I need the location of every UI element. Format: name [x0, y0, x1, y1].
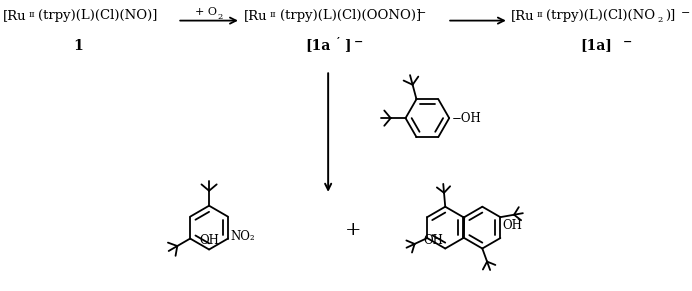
- Text: II: II: [28, 11, 35, 19]
- Text: [Ru: [Ru: [511, 9, 534, 22]
- Text: −: −: [623, 36, 632, 47]
- Text: 1: 1: [73, 38, 83, 52]
- Text: −: −: [417, 8, 426, 18]
- Text: 2: 2: [217, 13, 222, 21]
- Text: ′: ′: [337, 36, 340, 47]
- Text: (trpy)(L)(Cl)(NO: (trpy)(L)(Cl)(NO: [547, 9, 655, 22]
- Text: [1a]: [1a]: [580, 38, 612, 52]
- Text: II: II: [536, 11, 543, 19]
- Text: [1a: [1a: [305, 38, 331, 52]
- Text: [Ru: [Ru: [3, 9, 26, 22]
- Text: +: +: [345, 221, 361, 239]
- Text: OH: OH: [502, 219, 522, 232]
- Text: (trpy)(L)(Cl)(OONO)]: (trpy)(L)(Cl)(OONO)]: [280, 9, 421, 22]
- Text: II: II: [270, 11, 276, 19]
- Text: −: −: [680, 8, 690, 18]
- Text: [Ru: [Ru: [244, 9, 267, 22]
- Text: −OH: −OH: [452, 112, 482, 125]
- Text: −: −: [354, 36, 363, 47]
- Text: + O: + O: [195, 7, 217, 17]
- Text: (trpy)(L)(Cl)(NO)]: (trpy)(L)(Cl)(NO)]: [38, 9, 158, 22]
- Text: ]: ]: [344, 38, 351, 52]
- Text: OH: OH: [424, 233, 444, 246]
- Text: 2: 2: [657, 16, 663, 24]
- Text: )]: )]: [666, 9, 676, 22]
- Text: NO₂: NO₂: [230, 230, 255, 243]
- Text: OH: OH: [199, 233, 219, 246]
